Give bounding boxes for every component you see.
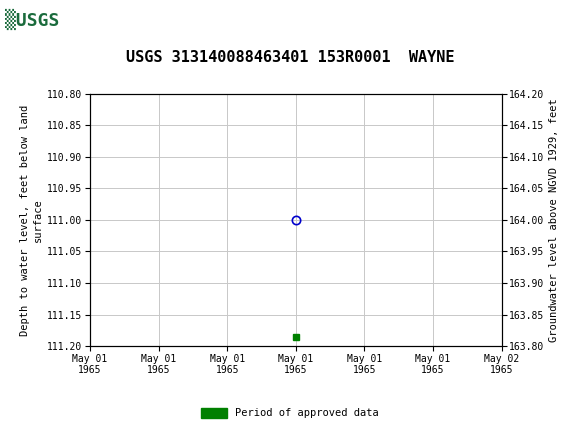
FancyBboxPatch shape [3, 3, 70, 35]
Y-axis label: Groundwater level above NGVD 1929, feet: Groundwater level above NGVD 1929, feet [549, 98, 559, 342]
Legend: Period of approved data: Period of approved data [197, 404, 383, 423]
Y-axis label: Depth to water level, feet below land
surface: Depth to water level, feet below land su… [20, 104, 43, 335]
Text: USGS 313140088463401 153R0001  WAYNE: USGS 313140088463401 153R0001 WAYNE [126, 50, 454, 64]
Text: ▒USGS: ▒USGS [5, 8, 59, 30]
